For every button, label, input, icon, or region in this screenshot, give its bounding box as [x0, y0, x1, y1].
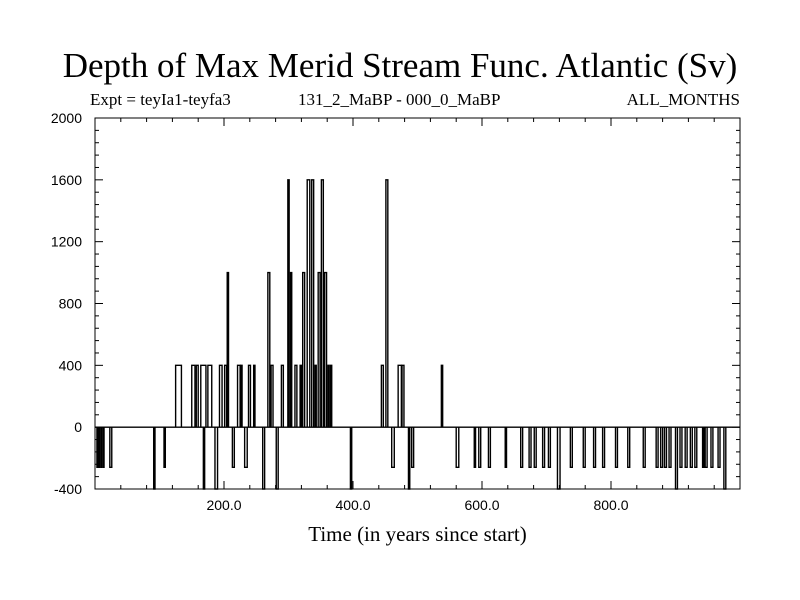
y-tick-label: 1200 [51, 234, 82, 250]
series-pulse [275, 427, 279, 490]
series-pulse [252, 364, 256, 428]
series-pulse [152, 427, 156, 490]
series-pulse [200, 364, 207, 428]
series-pulse [236, 364, 241, 428]
series-pulse [247, 364, 252, 428]
series-pulse [723, 427, 727, 490]
series-pulse [243, 427, 248, 469]
series-pulse [323, 271, 328, 428]
series-pulse [280, 364, 285, 428]
series-pulse [410, 427, 415, 469]
y-tick-label: 0 [74, 419, 82, 435]
y-tick-label: 400 [59, 357, 83, 373]
series-pulse [98, 427, 101, 469]
series-pulse [306, 179, 311, 428]
series-pulse [223, 364, 228, 428]
series-pulse [541, 427, 546, 469]
series-pulse [520, 427, 524, 469]
series-pulse [311, 179, 315, 428]
series-pulse [668, 427, 672, 469]
series-pulse [407, 427, 411, 490]
series-pulse [455, 427, 460, 469]
series-pulse [504, 427, 508, 469]
series-pulse [329, 364, 333, 428]
series-pulse [478, 427, 482, 469]
series-pulse [684, 427, 688, 469]
series-pulse [528, 427, 532, 469]
series-pulse [267, 271, 271, 428]
series-pulse [627, 427, 631, 469]
x-tick-label: 600.0 [464, 497, 499, 513]
series-pulse [287, 179, 290, 428]
series-pulse [240, 364, 243, 428]
series-pulse [655, 427, 659, 469]
series-pulse [218, 364, 223, 428]
series-pulse [174, 364, 183, 428]
chart-title: Depth of Max Merid Stream Func. Atlantic… [62, 46, 738, 85]
x-tick-label: 200.0 [206, 497, 241, 513]
series-pulse [262, 427, 266, 490]
x-tick-label: 800.0 [593, 497, 628, 513]
series-pulse [663, 427, 668, 469]
series-pulse [299, 364, 303, 428]
series-pulse [327, 364, 330, 428]
series-pulse [226, 271, 230, 428]
series-pulse [289, 271, 293, 428]
series-pulse [401, 364, 405, 428]
y-tick-label: 800 [59, 296, 83, 312]
series-pulse [163, 427, 167, 469]
series-pulse [397, 364, 403, 428]
series-pulse [556, 427, 561, 490]
series-pulse [440, 364, 444, 428]
series-pulse [659, 427, 664, 469]
series-pulse [100, 427, 103, 469]
series-pulse [701, 427, 705, 469]
series-pulse [320, 179, 325, 428]
series-pulse [679, 427, 683, 469]
series-pulse [96, 427, 99, 469]
series-pulse [349, 427, 353, 490]
series-pulse [202, 427, 206, 490]
series-pulse [109, 427, 113, 469]
series-pulse [717, 427, 721, 469]
series-pulse [704, 427, 708, 469]
experiment-label: Expt = teyIa1-teyfa3 [90, 90, 231, 109]
series-pulse [473, 427, 477, 469]
x-axis-label: Time (in years since start) [308, 522, 527, 546]
y-tick-label: -400 [54, 481, 82, 497]
series-pulse [689, 427, 693, 469]
series-pulse [195, 364, 199, 428]
period-label: 131_2_MaBP - 000_0_MaBP [298, 90, 501, 109]
series-pulse [487, 427, 492, 469]
series-pulse [301, 271, 306, 428]
series-pulse [270, 364, 274, 428]
series-pulse [694, 427, 698, 469]
series-pulse [385, 179, 389, 428]
series-pulse [642, 427, 646, 469]
series-pulse [102, 427, 105, 469]
series-pulse [317, 271, 321, 428]
series-pulse [391, 427, 395, 469]
series-pulse [710, 427, 714, 469]
series-pulse [547, 427, 552, 469]
series-pulse [314, 364, 317, 428]
series-pulse [592, 427, 597, 469]
x-tick-label: 400.0 [335, 497, 370, 513]
series-pulse [614, 427, 619, 469]
series-pulse [214, 427, 219, 490]
series-pulse [601, 427, 606, 469]
series-pulse [569, 427, 573, 469]
series-pulse [380, 364, 385, 428]
series-pulse [207, 364, 213, 428]
series-pulse [191, 364, 196, 428]
y-tick-label: 1600 [51, 172, 82, 188]
series-pulse [582, 427, 586, 469]
series-pulse [674, 427, 679, 490]
months-label: ALL_MONTHS [626, 90, 740, 109]
series-pulse [533, 427, 537, 469]
series-pulse [231, 427, 236, 469]
series-pulse [294, 364, 298, 428]
y-tick-label: 2000 [51, 110, 82, 126]
